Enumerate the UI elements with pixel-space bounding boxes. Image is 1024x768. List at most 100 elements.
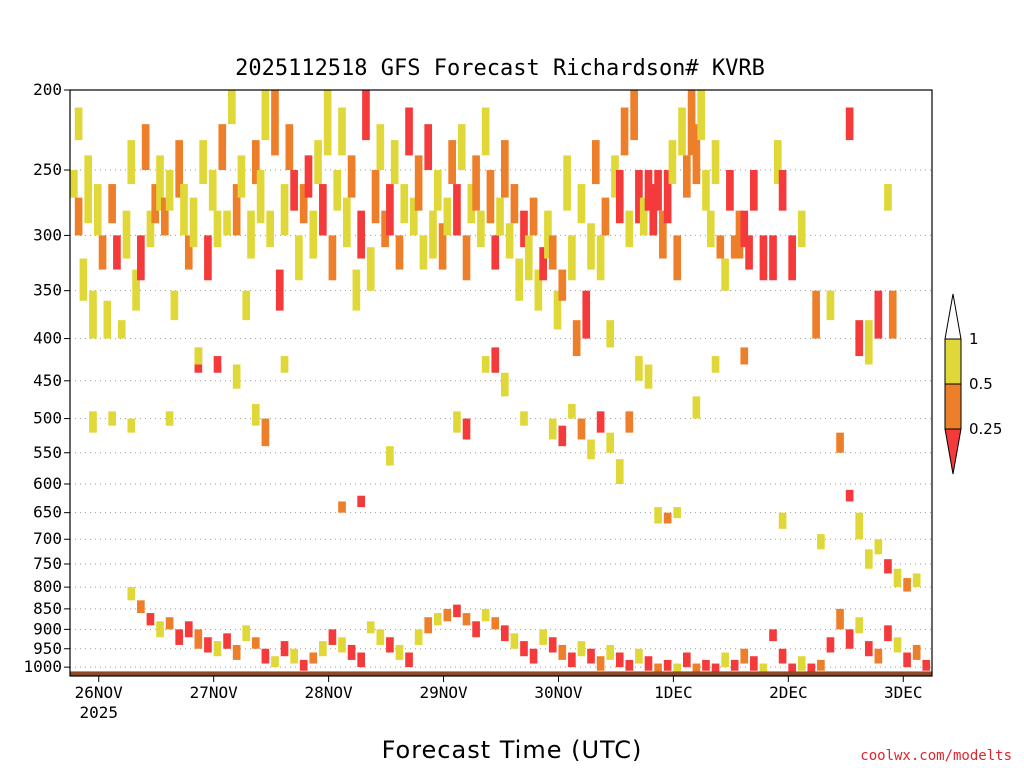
heatmap-cell <box>553 290 562 330</box>
heatmap-cell <box>70 170 78 198</box>
heatmap-cell <box>108 411 116 426</box>
heatmap-cell <box>615 170 624 224</box>
heatmap-cell <box>395 644 404 660</box>
heatmap-cell <box>496 197 504 236</box>
heatmap-cell <box>103 300 112 339</box>
heatmap-cell <box>769 629 777 642</box>
chart-title: 2025112518 GFS Forecast Richardson# KVRB <box>235 56 765 81</box>
heatmap-cell <box>711 663 720 673</box>
heatmap-cell <box>663 170 672 224</box>
heatmap-cell <box>213 641 222 657</box>
heatmap-cell <box>438 223 447 270</box>
heatmap-cell <box>242 625 251 642</box>
heatmap-cell <box>596 235 605 281</box>
heatmap-cell <box>477 210 485 248</box>
heatmap-cell <box>611 155 619 198</box>
x-tick-label: 2DEC <box>769 683 808 702</box>
heatmap-cell <box>117 320 126 339</box>
heatmap-cell <box>347 155 356 198</box>
heatmap-cell <box>242 290 251 321</box>
heatmap-cell <box>390 140 399 185</box>
heatmap-cell <box>606 320 615 348</box>
heatmap-cell <box>362 90 370 141</box>
heatmap-cell <box>304 155 313 198</box>
heatmap-cell <box>79 258 88 301</box>
heatmap-cell <box>596 411 605 433</box>
heatmap-cell <box>175 140 184 198</box>
heatmap-cell <box>668 140 677 185</box>
heatmap-cell <box>501 625 509 642</box>
heatmap-cell <box>711 140 720 185</box>
heatmap-cell <box>788 235 796 281</box>
heatmap-cell <box>457 124 466 171</box>
heatmap-cell <box>620 107 629 156</box>
heatmap-cell <box>108 184 116 224</box>
heatmap-cell <box>319 641 327 657</box>
heatmap-cell <box>630 90 638 141</box>
heatmap-cell <box>285 124 294 171</box>
heatmap-cell <box>654 507 662 524</box>
heatmap-cell <box>338 107 346 156</box>
heatmap-cell <box>759 235 768 281</box>
heatmap-cell <box>874 290 883 339</box>
heatmap-cell <box>395 235 404 270</box>
heatmap-cell <box>596 656 605 671</box>
heatmap-cell <box>644 364 653 389</box>
legend-label-1: 1 <box>969 330 979 348</box>
heatmap-cell <box>659 210 667 259</box>
legend-label-3: 0.25 <box>969 420 1002 438</box>
heatmap-cell <box>591 140 600 185</box>
y-tick-label: 900 <box>33 619 62 638</box>
heatmap-cell <box>280 356 289 373</box>
heatmap-cell <box>807 663 816 673</box>
heatmap-cell <box>884 559 892 574</box>
heatmap-cell <box>721 652 729 668</box>
heatmap-cell <box>845 107 854 141</box>
x-tick-label: 3DEC <box>884 683 923 702</box>
heatmap-cell <box>491 617 500 630</box>
heatmap-cell <box>256 170 265 224</box>
heatmap-cell <box>826 290 835 321</box>
heatmap-cell <box>663 512 672 524</box>
heatmap-cell <box>137 235 145 281</box>
heatmap-cell <box>558 644 567 660</box>
heatmap-cell <box>271 90 279 156</box>
heatmap-cell <box>472 155 480 211</box>
heatmap-cell <box>855 617 864 634</box>
heatmap-cell <box>357 652 365 668</box>
heatmap-cell <box>745 235 753 270</box>
heatmap-cell <box>175 629 184 645</box>
heatmap-cell <box>510 184 519 224</box>
heatmap-cell <box>797 656 806 671</box>
heatmap-cell <box>89 290 97 339</box>
heatmap-cell <box>266 210 274 248</box>
heatmap-cell <box>462 235 471 281</box>
legend-swatch-level2 <box>944 383 962 430</box>
heatmap-cell <box>127 418 136 433</box>
heatmap-cell <box>213 210 222 248</box>
heatmap-cell <box>673 663 682 673</box>
heatmap-cell <box>247 210 255 259</box>
heatmap-cell <box>750 656 758 671</box>
heatmap-cell <box>74 197 83 236</box>
heatmap-cell <box>127 587 136 601</box>
heatmap-cell <box>539 629 547 645</box>
heatmap-cell <box>726 170 734 211</box>
heatmap-cell <box>223 633 231 649</box>
heatmap-cell <box>692 124 701 185</box>
heatmap-cell <box>137 600 145 614</box>
heatmap-cell <box>410 197 418 236</box>
heatmap-cell <box>338 637 346 653</box>
heatmap-cell <box>84 155 93 224</box>
heatmap-cell <box>472 621 480 638</box>
heatmap-cell <box>855 512 864 540</box>
heatmap-cell <box>275 269 284 311</box>
heatmap-cell <box>251 140 260 185</box>
heatmap-cell <box>251 637 260 649</box>
heatmap-cell <box>204 235 212 281</box>
heatmap-cell <box>366 247 375 291</box>
heatmap-cell <box>692 396 701 419</box>
y-tick-label: 500 <box>33 409 62 428</box>
heatmap-cell <box>558 425 567 447</box>
